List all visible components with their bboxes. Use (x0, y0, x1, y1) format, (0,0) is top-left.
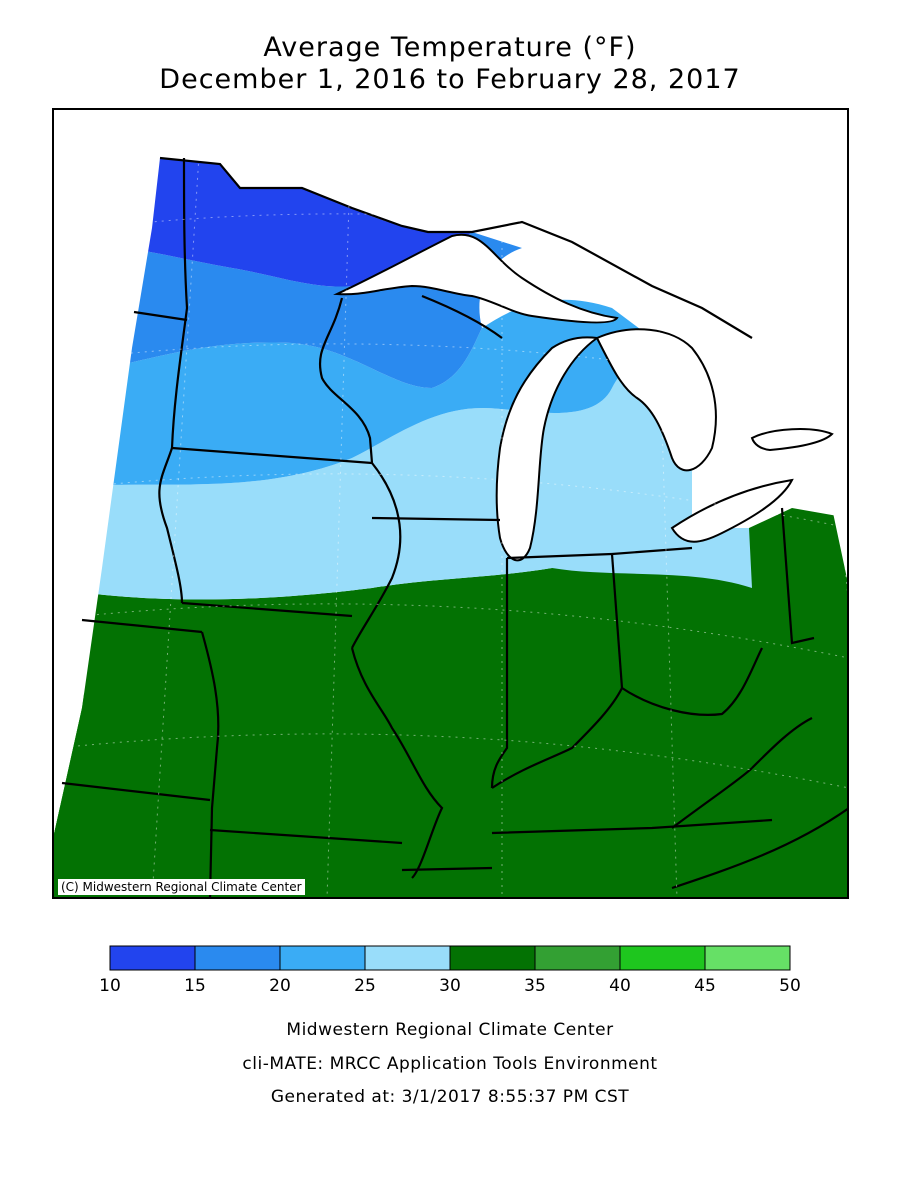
legend-swatch-2 (279, 945, 366, 971)
legend-tick-label: 45 (694, 976, 716, 996)
lake-michigan (495, 336, 600, 562)
border-mn-wi (318, 297, 374, 464)
lake-erie (670, 478, 794, 543)
legend-swatch-6 (619, 945, 706, 971)
color-legend (109, 945, 791, 971)
lat-lon-grid (56, 108, 849, 899)
border-wv (751, 717, 813, 769)
border-va-south (671, 807, 849, 890)
map-frame (52, 108, 849, 899)
canada-area (160, 108, 849, 378)
band-30-35 (52, 508, 849, 899)
band-25-30 (52, 354, 752, 600)
credit-generated-time: Generated at: 3/1/2017 8:55:37 PM CST (270, 1087, 630, 1107)
border-mo-ar (209, 828, 403, 845)
state-borders (61, 156, 849, 899)
border-mo-west (200, 631, 220, 899)
border-ia-mo (181, 601, 353, 618)
border-il-mo (350, 647, 444, 879)
legend-tick-label: 20 (269, 976, 291, 996)
legend-swatch-3 (364, 945, 451, 971)
legend-tick-label: 25 (354, 976, 376, 996)
border-ne-ks (81, 618, 203, 634)
lake-huron (595, 328, 717, 472)
lake-ontario (750, 428, 834, 452)
border-mi-wi-up (421, 294, 503, 339)
credit-organization: Midwestern Regional Climate Center (286, 1020, 614, 1040)
legend-tick-label: 50 (779, 976, 801, 996)
border-tn-va (671, 767, 753, 829)
border-oh-mi (611, 546, 693, 556)
lake-superior (333, 233, 619, 324)
border-in-oh (610, 553, 624, 689)
border-mn-nd (170, 157, 189, 449)
legend-swatch-5 (534, 945, 621, 971)
border-canada (159, 156, 753, 339)
band-10-15 (52, 158, 472, 287)
band-15-20 (52, 232, 522, 388)
legend-tick-label: 10 (99, 976, 121, 996)
border-ks-ok (61, 781, 211, 802)
legend-tick-label: 15 (184, 976, 206, 996)
legend-swatch-0 (109, 945, 196, 971)
border-pa-oh (780, 507, 815, 645)
border-tn-south (401, 866, 493, 872)
border-nd-sd (133, 310, 188, 322)
band-20-25 (52, 299, 692, 488)
border-wi-il (371, 516, 501, 522)
border-oh-river (491, 647, 763, 789)
legend-tick-label: 35 (524, 976, 546, 996)
map-title-line2: December 1, 2016 to February 28, 2017 (159, 64, 741, 95)
temperature-bands (52, 158, 849, 899)
map-copyright: (C) Midwestern Regional Climate Center (58, 879, 305, 895)
credit-application: cli-MATE: MRCC Application Tools Environ… (242, 1054, 658, 1074)
border-sd-ia (158, 447, 184, 604)
border-ky-tn (491, 818, 773, 835)
legend-swatch-1 (194, 945, 281, 971)
border-in-mi (506, 552, 613, 560)
legend-swatch-4 (449, 945, 536, 971)
map-title-line1: Average Temperature (°F) (263, 32, 637, 63)
great-lakes (333, 233, 834, 562)
border-ia-il (351, 462, 402, 649)
legend-tick-label: 40 (609, 976, 631, 996)
temperature-map (52, 108, 849, 899)
legend-swatch-7 (704, 945, 791, 971)
border-il-in (490, 558, 509, 789)
border-mn-ia (171, 446, 373, 465)
legend-tick-label: 30 (439, 976, 461, 996)
